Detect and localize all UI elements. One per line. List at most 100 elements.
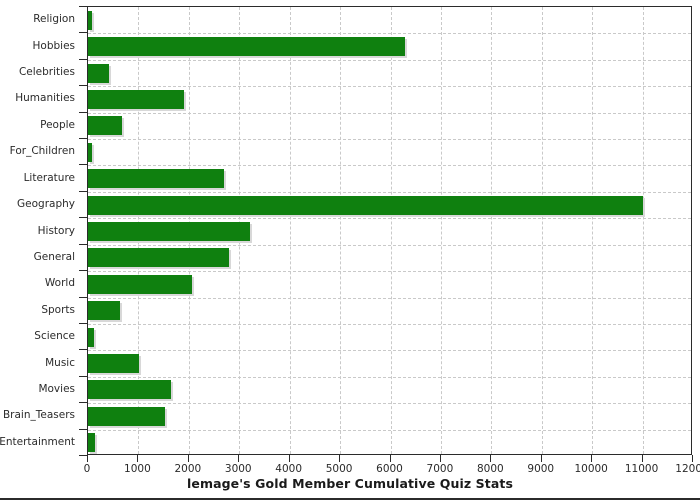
x-tick-mark — [187, 455, 189, 462]
y-tick-mark — [79, 375, 87, 377]
y-tick-label-celebrities: Celebrities — [18, 65, 75, 78]
gridline-horizontal — [88, 244, 691, 246]
x-tick-mark — [238, 455, 240, 462]
gridline-horizontal — [88, 297, 691, 299]
y-tick-label-movies: Movies — [38, 382, 75, 395]
x-tick-mark — [591, 455, 593, 462]
x-tick-mark — [692, 455, 693, 462]
y-axis: Religion Hobbies Celebrities Humanities Peop… — [0, 6, 87, 456]
gridline-vertical — [440, 7, 442, 454]
y-tick-mark — [79, 270, 87, 272]
x-tick-label-7000: 7000 — [426, 463, 454, 475]
x-tick-label-11000: 11000 — [624, 463, 659, 475]
y-tick-mark — [79, 6, 87, 7]
y-tick-label-brain_teasers: Brain_Teasers — [2, 409, 75, 422]
y-tick-mark — [79, 349, 87, 351]
x-tick-label-4000: 4000 — [275, 463, 303, 475]
y-tick-mark — [79, 111, 87, 113]
x-axis: 0 1000 2000 3000 4000 5000 6000 7000 8000 9000 100… — [83, 455, 700, 485]
x-tick-label-5000: 5000 — [325, 463, 353, 475]
bar-history — [88, 222, 250, 241]
bar-people — [88, 116, 123, 136]
x-tick-label-10000: 10000 — [574, 463, 608, 475]
y-tick-label-entertainment: Entertainment — [0, 435, 75, 448]
x-tick-mark — [641, 455, 643, 462]
gridline-horizontal — [88, 218, 691, 220]
y-tick-mark — [79, 243, 87, 245]
y-tick-label-history: History — [37, 224, 75, 237]
x-tick-label-6000: 6000 — [376, 463, 403, 475]
bar-world — [88, 274, 192, 294]
gridline-horizontal — [88, 112, 691, 114]
y-tick-label-world: World — [44, 277, 75, 290]
gridline-vertical — [390, 7, 392, 454]
x-tick-mark — [87, 455, 88, 462]
x-tick-mark — [540, 455, 542, 462]
bar-for_children — [88, 142, 92, 162]
y-tick-mark — [79, 190, 87, 192]
x-tick-mark — [288, 455, 290, 462]
x-tick-label-3000: 3000 — [224, 463, 252, 475]
gridline-vertical — [642, 7, 644, 454]
y-tick-label-hobbies: Hobbies — [32, 39, 76, 52]
chart-title: lemage's Gold Member Cumulative Quiz Sta… — [186, 476, 513, 491]
gridline-horizontal — [88, 191, 691, 193]
y-tick-label-general: General — [33, 250, 75, 263]
gridline-horizontal — [88, 139, 691, 141]
y-tick-label-people: People — [40, 118, 75, 131]
gridline-vertical — [340, 7, 342, 454]
y-tick-mark — [79, 217, 87, 219]
y-tick-mark — [79, 322, 87, 324]
x-tick-label-2000: 2000 — [174, 463, 202, 475]
x-tick-label-12000: 12000 — [675, 463, 700, 475]
gridline-horizontal — [88, 33, 691, 35]
bar-celebrities — [88, 63, 110, 83]
x-tick-label-8000: 8000 — [476, 463, 504, 475]
bar-literature — [88, 169, 225, 189]
x-tick-mark — [339, 455, 341, 462]
y-tick-mark — [79, 164, 87, 166]
gridline-horizontal — [88, 271, 691, 273]
gridline-horizontal — [88, 350, 691, 352]
y-tick-mark — [79, 138, 87, 140]
gridline-vertical — [592, 7, 594, 454]
y-tick-label-geography: Geography — [17, 197, 75, 210]
y-tick-label-science: Science — [34, 329, 75, 342]
bar-movies — [88, 380, 172, 400]
plot-area — [87, 6, 692, 455]
x-tick-mark — [439, 455, 441, 462]
y-tick-label-humanities: Humanities — [15, 92, 75, 105]
gridline-horizontal — [88, 59, 691, 61]
bar-sports — [88, 301, 120, 321]
bar-entertainment — [88, 433, 95, 453]
y-tick-label-religion: Religion — [33, 12, 75, 25]
gridline-horizontal — [88, 323, 691, 325]
bar-science — [88, 327, 94, 347]
y-tick-mark — [79, 455, 87, 456]
bar-religion — [88, 10, 92, 30]
y-tick-mark — [79, 32, 87, 34]
x-tick-label-9000: 9000 — [527, 463, 555, 475]
bar-general — [88, 248, 230, 268]
gridline-horizontal — [88, 86, 691, 88]
x-tick-mark — [490, 455, 492, 462]
gridline-horizontal — [88, 165, 691, 167]
y-tick-mark — [79, 58, 87, 60]
gridline-vertical — [541, 7, 543, 454]
y-tick-label-for_children: For_Children — [9, 145, 75, 157]
y-tick-mark — [79, 402, 87, 404]
gridline-horizontal — [88, 403, 691, 405]
bar-hobbies — [88, 37, 406, 57]
gridline-horizontal — [88, 429, 691, 431]
gridline-vertical — [491, 7, 493, 454]
bar-music — [88, 354, 139, 374]
y-tick-label-sports: Sports — [41, 303, 75, 316]
x-tick-label-0: 0 — [83, 463, 91, 475]
y-tick-mark — [79, 428, 87, 430]
x-tick-mark — [389, 455, 391, 462]
x-tick-label-1000: 1000 — [124, 463, 151, 475]
bar-brain_teasers — [88, 406, 165, 426]
gridline-horizontal — [88, 376, 691, 378]
y-tick-label-literature: Literature — [23, 171, 75, 184]
